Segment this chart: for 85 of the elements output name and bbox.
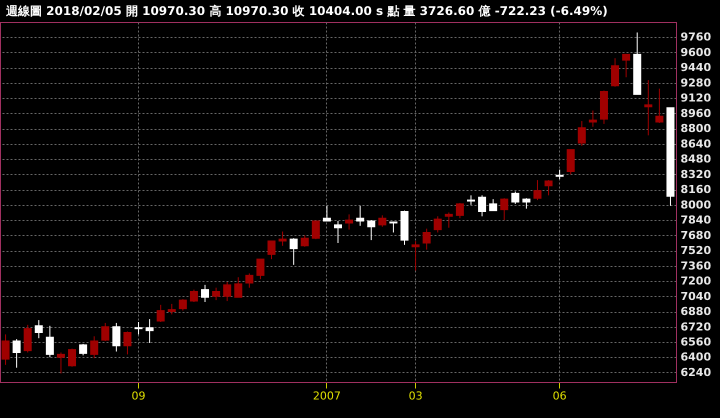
candlestick bbox=[478, 194, 486, 217]
candlestick bbox=[544, 180, 553, 196]
candlestick bbox=[90, 336, 98, 359]
candlestick bbox=[56, 352, 65, 374]
candlestick bbox=[500, 198, 508, 221]
candlestick bbox=[112, 322, 120, 352]
y-tick-label: 7840 bbox=[680, 214, 712, 227]
candlestick bbox=[367, 220, 376, 241]
candlestick bbox=[34, 320, 43, 339]
y-tick-label: 8160 bbox=[680, 183, 712, 196]
candlestick bbox=[46, 325, 54, 358]
candlestick bbox=[412, 240, 420, 272]
candlestick bbox=[24, 324, 32, 353]
y-tick-label: 8640 bbox=[680, 137, 712, 150]
candlestick bbox=[146, 318, 154, 344]
x-tick-label: 03 bbox=[408, 390, 423, 402]
y-tick-label: 7040 bbox=[680, 290, 712, 303]
candlestick bbox=[566, 149, 575, 175]
candlestick bbox=[168, 303, 176, 315]
candlestick bbox=[489, 198, 498, 212]
y-tick-label: 6400 bbox=[680, 350, 712, 364]
y-tick-label: 7680 bbox=[680, 228, 712, 242]
candlestick bbox=[312, 220, 320, 240]
y-tick-label: 7360 bbox=[680, 259, 712, 272]
candlestick bbox=[444, 212, 453, 228]
y-tick-label: 6720 bbox=[680, 320, 712, 334]
candlestick bbox=[234, 276, 242, 298]
candlestick bbox=[578, 120, 586, 146]
y-tick-label: 6560 bbox=[680, 336, 712, 348]
candlestick bbox=[12, 338, 21, 368]
y-tick-label: 8000 bbox=[680, 198, 712, 212]
candlestick bbox=[101, 322, 110, 342]
candlestick bbox=[622, 54, 630, 78]
candlestick bbox=[123, 331, 132, 355]
candlestick bbox=[178, 298, 187, 312]
candlestick bbox=[68, 348, 76, 368]
candlestick bbox=[201, 284, 210, 302]
y-tick-label: 9440 bbox=[680, 61, 712, 74]
y-tick-label: 9600 bbox=[680, 46, 712, 59]
y-tick-label: 6240 bbox=[680, 366, 712, 379]
candlestick bbox=[588, 110, 597, 128]
candlestick bbox=[511, 191, 520, 204]
y-tick-label: 7520 bbox=[680, 244, 712, 258]
candlestick bbox=[223, 282, 232, 302]
candlestick bbox=[79, 343, 88, 356]
candlestick bbox=[334, 220, 342, 244]
candlestick bbox=[2, 334, 10, 366]
y-tick-label: 7200 bbox=[680, 274, 712, 288]
candlestick bbox=[356, 205, 364, 226]
candlestick bbox=[300, 234, 309, 248]
candlestick bbox=[156, 304, 165, 322]
candlestick bbox=[256, 258, 264, 280]
candlestick bbox=[456, 202, 464, 219]
y-tick-label: 9120 bbox=[680, 92, 712, 105]
y-tick-label: 8480 bbox=[680, 152, 712, 166]
x-tick-label: 06 bbox=[552, 390, 567, 402]
y-tick-label: 6880 bbox=[680, 305, 712, 318]
x-tick-label: 2007 bbox=[312, 390, 341, 402]
candlestick bbox=[611, 58, 620, 88]
candlestick bbox=[389, 222, 398, 233]
candlestick bbox=[556, 169, 564, 180]
candlestick bbox=[533, 180, 542, 201]
y-tick-label: 8960 bbox=[680, 106, 712, 120]
candlestick bbox=[345, 214, 354, 230]
y-tick-label: 8320 bbox=[680, 168, 712, 181]
candlestick bbox=[290, 238, 298, 266]
candlestick bbox=[466, 194, 475, 206]
candlestick bbox=[134, 322, 143, 335]
candlestick bbox=[434, 216, 442, 233]
candlestick bbox=[268, 240, 276, 260]
candlestick bbox=[278, 231, 287, 246]
candlestick bbox=[655, 88, 664, 124]
candlestick bbox=[322, 205, 331, 222]
candlestick bbox=[212, 287, 220, 301]
candlestick bbox=[190, 289, 198, 302]
y-tick-label: 9760 bbox=[680, 30, 712, 44]
candlestick bbox=[522, 198, 530, 210]
x-tick-label: 09 bbox=[132, 390, 146, 402]
candlestick bbox=[644, 80, 652, 136]
candlestick bbox=[378, 214, 386, 228]
candlestick bbox=[422, 228, 431, 250]
candlestick bbox=[245, 272, 254, 288]
y-tick-label: 8800 bbox=[680, 122, 712, 136]
y-tick-label: 9280 bbox=[680, 76, 712, 90]
chart-title: 週線圖 2018/02/05 開 10970.30 高 10970.30 收 10404.00 s 點 量 3726.60 億 -722.23 (-6.49%) bbox=[5, 4, 608, 18]
